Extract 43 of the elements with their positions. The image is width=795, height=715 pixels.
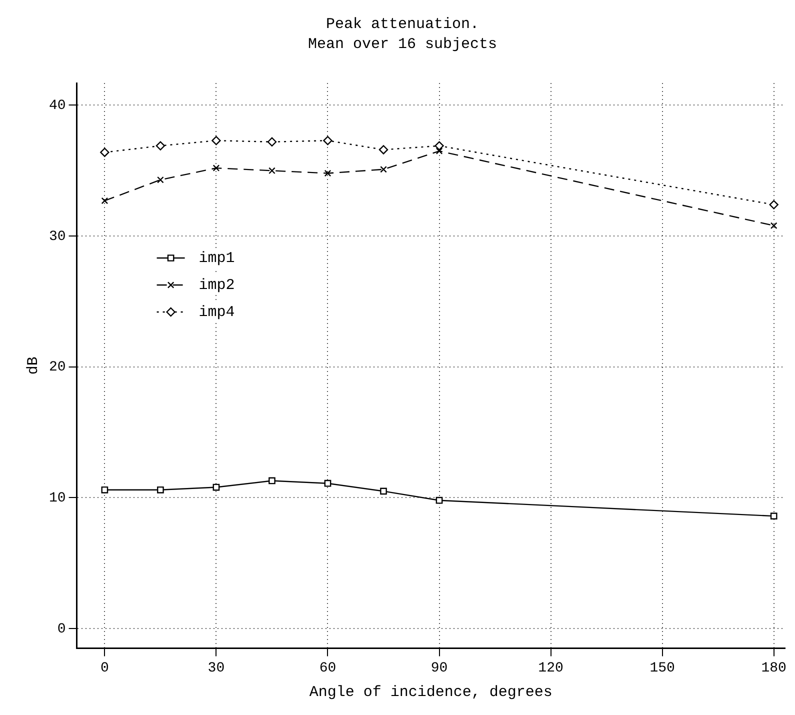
point [380,166,387,173]
x-axis-title: Angle of incidence, degrees [309,684,552,701]
y-axis-title: dB [24,356,42,375]
point [267,137,277,146]
y-tick-label: 30 [48,228,66,245]
point [212,484,220,491]
chart-title: Peak attenuation. [326,16,480,33]
point [436,496,443,504]
legend-label: imp1 [198,250,235,267]
point [323,136,332,146]
point [101,486,108,494]
point [769,200,778,210]
point [157,486,164,494]
point [212,136,221,146]
point [156,141,166,150]
point [268,167,276,174]
x-tick-label: 0 [100,660,109,676]
point [157,176,164,184]
point [324,480,332,487]
x-tick-label: 60 [319,660,336,676]
x-tick-label: 30 [208,660,225,676]
y-tick-label: 40 [48,98,66,114]
point [770,512,778,520]
point [770,222,778,230]
x-tick-label: 150 [650,660,675,676]
point [212,164,220,172]
point [324,170,332,177]
x-tick-label: 120 [538,660,564,676]
x-tick-label: 180 [761,660,786,676]
point [434,141,444,150]
legend-label: imp2 [198,276,235,294]
y-tick-label: 10 [48,490,66,506]
chart-subtitle: Mean over 16 subjects [308,36,498,53]
y-tick-label: 0 [57,621,66,638]
point [101,197,108,204]
y-tick-label: 20 [48,360,66,376]
point [268,477,276,484]
point [436,148,443,154]
x-tick-label: 90 [430,660,448,676]
legend-label: imp4 [198,304,235,321]
point [378,145,388,154]
point [380,488,387,495]
point [100,148,110,157]
